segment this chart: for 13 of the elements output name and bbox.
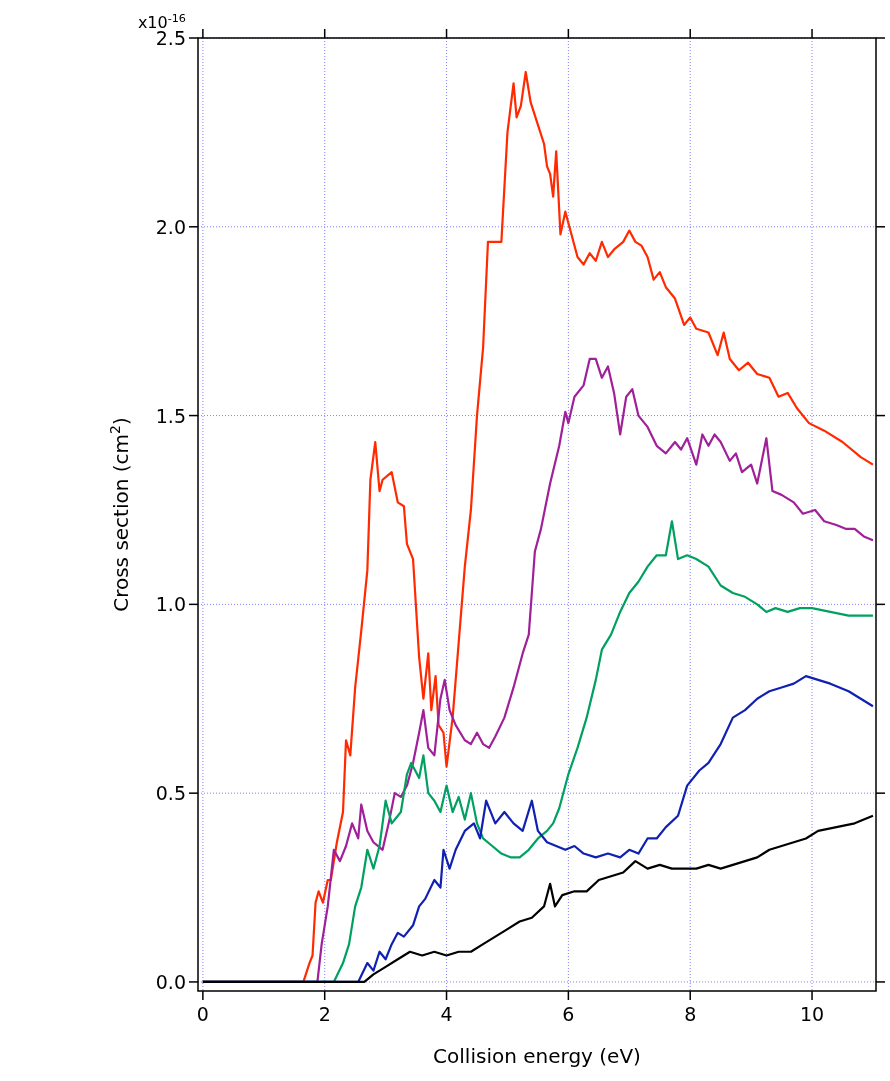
- y-tick-label: 1.5: [155, 404, 186, 427]
- y-tick-label: 0.5: [155, 782, 186, 805]
- x-tick-label: 10: [799, 1003, 825, 1025]
- x-tick-label: 2: [318, 1003, 331, 1025]
- x-tick-label: 8: [684, 1003, 697, 1025]
- y-tick-label: 2.0: [155, 215, 186, 238]
- y-tick-label: 1.0: [155, 593, 186, 616]
- x-tick-label: 0: [196, 1003, 209, 1025]
- x-axis-title: Collision energy (eV): [433, 1044, 641, 1068]
- line-series: [201, 814, 875, 984]
- y-tick-label: 0.0: [155, 970, 186, 993]
- x-tick-label: 6: [562, 1003, 575, 1025]
- x-tick-label: 4: [440, 1003, 453, 1025]
